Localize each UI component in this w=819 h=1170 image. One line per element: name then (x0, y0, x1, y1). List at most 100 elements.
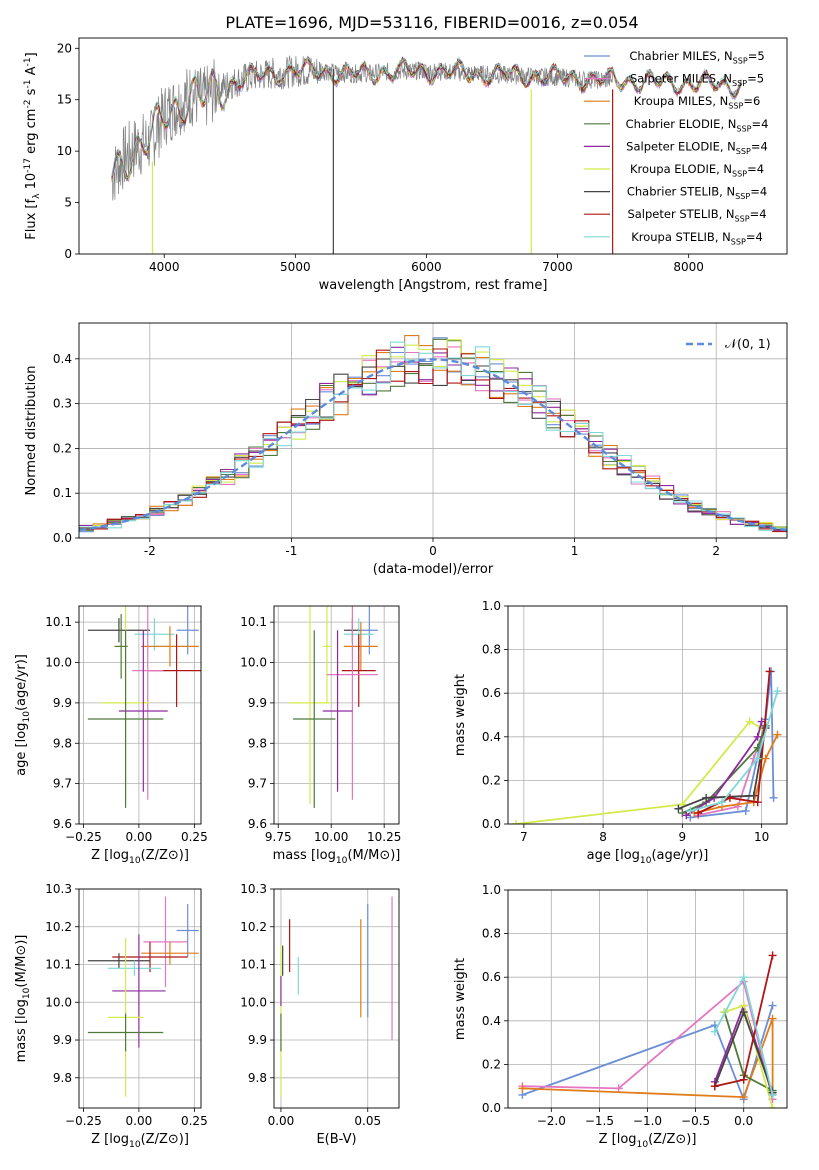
weight-line (515, 720, 763, 824)
x-tick-label: 8 (599, 830, 607, 844)
y-tick-label: 9.9 (248, 1033, 267, 1047)
weight-series-kroupa-elodie (511, 717, 766, 824)
chart-mass_vs_ebv: 0.00 0.05 9.8 9.9 10.0 10.1 10.2 10.3 E(B-V) (240, 882, 400, 1147)
y-tick-label: 0.3 (53, 397, 72, 411)
weight-marker (768, 1001, 777, 1010)
x-tick-label: 2 (712, 544, 720, 558)
y-tick-label: 10.2 (240, 920, 267, 934)
weight-marker (686, 806, 695, 815)
y-tick-label: 10.1 (45, 958, 72, 972)
legend-label-kroupa-miles: Kroupa MILES, NSSP=6 (634, 94, 761, 110)
y-tick-label: 0.2 (53, 441, 72, 455)
weight-marker (739, 1093, 748, 1102)
errorbar-chabrier-stelib (87, 953, 150, 969)
plot-area-spectrum (111, 55, 742, 254)
weight-marker (753, 732, 762, 741)
weight-series-salpeter-miles (518, 977, 777, 1104)
errorbar-chabrier-elodie (293, 630, 336, 808)
weight-marker (511, 820, 520, 824)
y-tick-label: 10.0 (45, 656, 72, 670)
normal-curve (79, 358, 787, 532)
legend-label-chabrier-stelib: Chabrier STELIB, NSSP=4 (627, 185, 767, 201)
y-tick-label: 10.0 (240, 995, 267, 1009)
weight-marker (725, 793, 734, 802)
errorbar-salpeter-elodie (118, 630, 168, 792)
x-tick-label: 0.25 (181, 1114, 208, 1128)
weight-marker (710, 1027, 719, 1036)
y-tick-label: 0.4 (53, 352, 72, 366)
y-tick-label: 10.1 (240, 958, 267, 972)
weight-marker (768, 1104, 777, 1108)
axes-frame (78, 888, 202, 1109)
errorbar-kroupa-stelib (134, 618, 175, 651)
y-tick-label: 0.0 (482, 1101, 501, 1115)
weight-marker (739, 973, 748, 982)
y-tick-label: 10.1 (240, 615, 267, 629)
y-tick-label: 9.9 (53, 696, 72, 710)
x-tick-label: −1.5 (585, 1114, 614, 1128)
weight-marker (769, 793, 778, 802)
y-tick-label: 0.0 (53, 531, 72, 545)
chart-age_vs_Z: −0.25 0.00 0.25 9.6 9.7 9.8 9.9 10.0 10.1 Z [log1… (14, 605, 208, 866)
y-tick-label: 9.8 (53, 1071, 72, 1085)
x-tick-label: 7000 (542, 260, 573, 274)
y-tick-label: 1.0 (482, 599, 501, 613)
errorbar-salpeter-stelib (341, 634, 376, 707)
plot-area-residuals (79, 335, 787, 533)
y-tick-label: 0.4 (482, 730, 501, 744)
weight-marker (741, 806, 750, 815)
x-tick-label: 9 (679, 830, 687, 844)
errorbar-kroupa-stelib (107, 960, 162, 976)
axes-frame (78, 322, 788, 539)
x-tick-label: −1.0 (633, 1114, 662, 1128)
y-tick-label: 0 (64, 247, 72, 261)
plot-area-mass_vs_ebv (280, 896, 393, 1097)
x-tick-label: 7 (520, 830, 528, 844)
y-tick-label: 9.8 (248, 736, 267, 750)
y-tick-label: 0.8 (482, 643, 501, 657)
x-tick-label: 0.25 (181, 830, 208, 844)
axes-frame (273, 888, 400, 1109)
y-tick-label: 10.0 (45, 995, 72, 1009)
x-tick-label: 0.0 (734, 1114, 753, 1128)
chart-residuals: -2 -1 0 1 2 0.0 0.1 0.2 0.3 0.4 (data-model)/error… (24, 322, 788, 577)
x-axis-label: (data-model)/error (373, 562, 494, 577)
axes-frame (273, 605, 400, 825)
weight-marker (694, 809, 703, 818)
legend-label-salpeter-miles: Salpeter MILES, NSSP=5 (630, 72, 764, 88)
x-axis-label: Z [log10(Z/Z⊙)] (599, 1132, 697, 1150)
axes-frame (78, 605, 202, 825)
x-tick-label: -1 (285, 544, 297, 558)
x-tick-label: 0 (429, 544, 437, 558)
errorbar-kroupa-miles (141, 626, 199, 667)
spectrum-legend: Chabrier MILES, NSSP=5 Salpeter MILES, NS… (584, 49, 768, 246)
axes-frame (507, 605, 788, 825)
y-tick-label: 1.0 (482, 883, 501, 897)
errorbar-salpeter-miles (326, 606, 378, 800)
x-tick-label: 1 (571, 544, 579, 558)
errorbar-salpeter-elodie (112, 934, 166, 1048)
weight-line (678, 727, 767, 810)
y-tick-label: 9.9 (53, 1033, 72, 1047)
x-tick-label: −0.25 (65, 830, 102, 844)
weight-marker (739, 1008, 748, 1017)
y-axis-label: mass [log10(M/M⊙)] (14, 935, 32, 1063)
y-tick-label: 9.6 (53, 817, 72, 831)
x-tick-label: 8000 (673, 260, 704, 274)
legend-label-chabrier-miles: Chabrier MILES, NSSP=5 (629, 49, 764, 65)
x-tick-label: −0.5 (681, 1114, 710, 1128)
errorbar-chabrier-miles (176, 606, 199, 655)
weight-marker (739, 1075, 748, 1084)
weight-marker (749, 791, 758, 800)
weight-marker (682, 811, 691, 820)
y-tick-label: 10.1 (45, 615, 72, 629)
weight-marker (718, 798, 727, 807)
figure-title: PLATE=1696, MJD=53116, FIBERID=0016, z=0… (225, 13, 638, 32)
y-tick-label: 0.6 (482, 970, 501, 984)
y-tick-label: 0.6 (482, 686, 501, 700)
legend-label-salpeter-elodie: Salpeter ELODIE, NSSP=4 (626, 139, 768, 155)
y-axis-label: mass weight (453, 958, 468, 1040)
weight-line (685, 721, 763, 817)
